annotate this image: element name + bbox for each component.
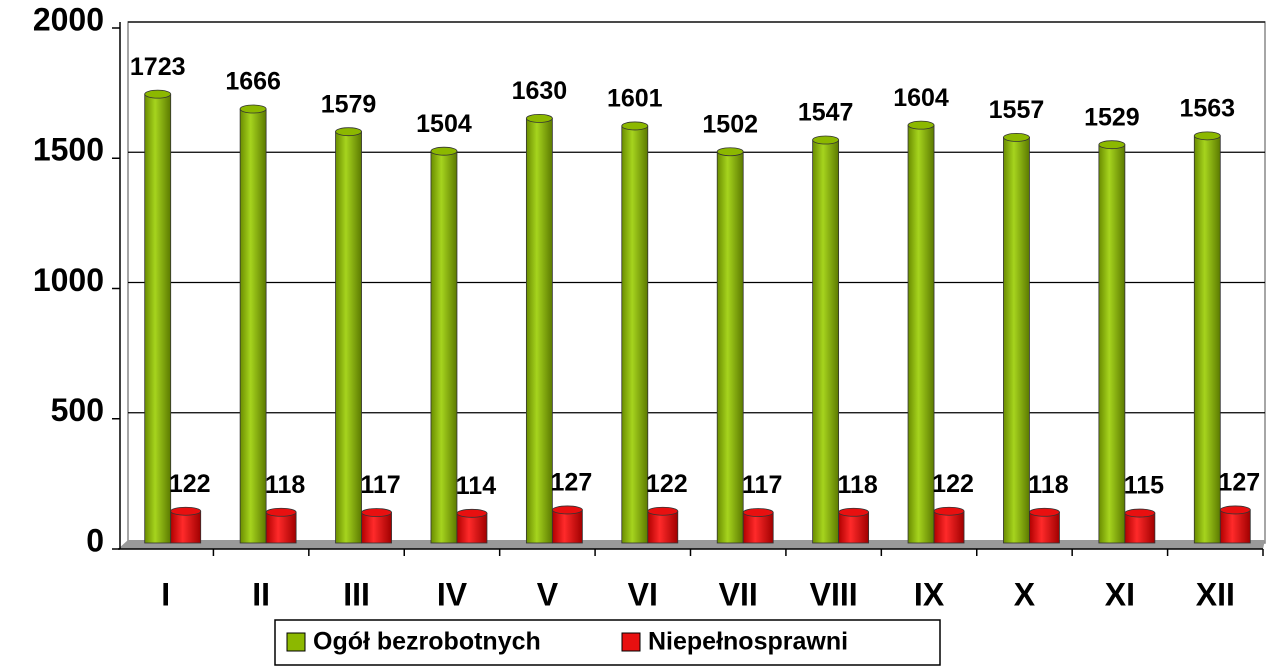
x-tick-label: XII <box>1196 576 1235 612</box>
bar-top <box>1098 140 1126 150</box>
bar <box>239 108 267 544</box>
legend-box <box>274 619 941 666</box>
bar <box>335 131 362 544</box>
bar-top <box>907 120 935 130</box>
bar-top <box>1124 508 1156 518</box>
data-label: 1666 <box>225 68 281 96</box>
bar <box>907 124 935 544</box>
data-label: 1502 <box>702 110 758 138</box>
data-label: 114 <box>456 472 496 500</box>
bar-top <box>933 506 965 516</box>
data-label: 118 <box>837 471 877 499</box>
legend-label: Niepełnosprawni <box>648 628 848 656</box>
bar-top <box>742 508 774 517</box>
x-tick-label: IV <box>437 576 468 612</box>
bar <box>838 511 870 544</box>
data-label: 118 <box>265 471 305 499</box>
bar <box>551 509 583 544</box>
bar-top <box>1029 507 1060 517</box>
data-label: 118 <box>1028 471 1068 499</box>
data-label: 127 <box>551 469 593 497</box>
bar-top <box>456 508 488 518</box>
y-tick-label: 500 <box>51 392 104 428</box>
bar-top <box>170 506 202 516</box>
x-tick-label: V <box>537 576 559 612</box>
data-label: 1529 <box>1084 103 1140 131</box>
data-label: 1504 <box>416 110 472 138</box>
data-label: 1547 <box>798 99 854 127</box>
x-tick-label: VI <box>628 576 658 612</box>
bar-top <box>335 127 362 137</box>
bar <box>647 510 679 544</box>
bar <box>265 511 297 544</box>
bar <box>361 512 392 544</box>
bar <box>430 150 458 544</box>
bar-top <box>1193 131 1221 141</box>
data-label: 117 <box>742 471 782 499</box>
legend-label: Ogół bezrobotnych <box>313 628 541 656</box>
x-tick-label: XI <box>1105 576 1135 612</box>
y-tick-label: 0 <box>86 522 104 558</box>
y-tick-label: 2000 <box>33 1 104 37</box>
x-tick-label: VII <box>719 576 758 612</box>
bar <box>1029 511 1060 544</box>
data-label: 127 <box>1218 469 1260 497</box>
bar <box>1098 144 1126 544</box>
bar <box>933 510 965 544</box>
plot-floor <box>118 540 1265 549</box>
bar <box>170 510 202 544</box>
bar-top <box>144 89 172 99</box>
bar <box>1219 509 1251 544</box>
legend <box>274 619 941 666</box>
bar <box>621 125 649 544</box>
bar <box>525 117 553 544</box>
data-label: 1723 <box>130 53 186 81</box>
bar-top <box>647 506 679 516</box>
bar-top <box>1003 133 1030 142</box>
bar-top <box>239 104 267 114</box>
data-label: 117 <box>360 471 400 499</box>
bar <box>742 512 774 544</box>
bar-top <box>551 505 583 515</box>
bar <box>144 93 172 544</box>
data-label: 122 <box>169 470 211 498</box>
legend-swatch <box>621 632 641 652</box>
x-tick-label: X <box>1014 576 1036 612</box>
bar <box>812 139 840 544</box>
x-tick-label: VIII <box>810 576 858 612</box>
bar <box>456 512 488 544</box>
data-label: 1601 <box>607 85 663 113</box>
bar <box>1003 137 1030 544</box>
data-label: 1630 <box>512 77 568 105</box>
data-label: 122 <box>932 470 974 498</box>
data-label: 1563 <box>1179 94 1235 122</box>
bar-top <box>716 147 744 157</box>
data-label: 115 <box>1124 472 1164 500</box>
bar <box>1124 512 1156 544</box>
bar-top <box>838 507 870 517</box>
bar <box>716 151 744 544</box>
bar-top <box>265 507 297 517</box>
bar-top <box>525 113 553 123</box>
legend-swatch <box>286 632 306 652</box>
bar-top <box>812 135 840 145</box>
bar-top <box>1219 505 1251 515</box>
x-tick-label: II <box>252 576 270 612</box>
data-label: 1579 <box>321 90 377 118</box>
bar-top <box>621 121 649 131</box>
data-label: 122 <box>646 470 688 498</box>
y-tick-label: 1000 <box>33 262 104 298</box>
y-tick-label: 1500 <box>33 132 104 168</box>
x-tick-label: IX <box>914 576 945 612</box>
data-label: 1604 <box>893 84 949 112</box>
bar <box>1193 135 1221 544</box>
bar-top <box>430 146 458 156</box>
x-tick-label: I <box>161 576 170 612</box>
x-tick-label: III <box>343 576 370 612</box>
bar-top <box>361 508 392 517</box>
data-label: 1557 <box>989 96 1045 124</box>
